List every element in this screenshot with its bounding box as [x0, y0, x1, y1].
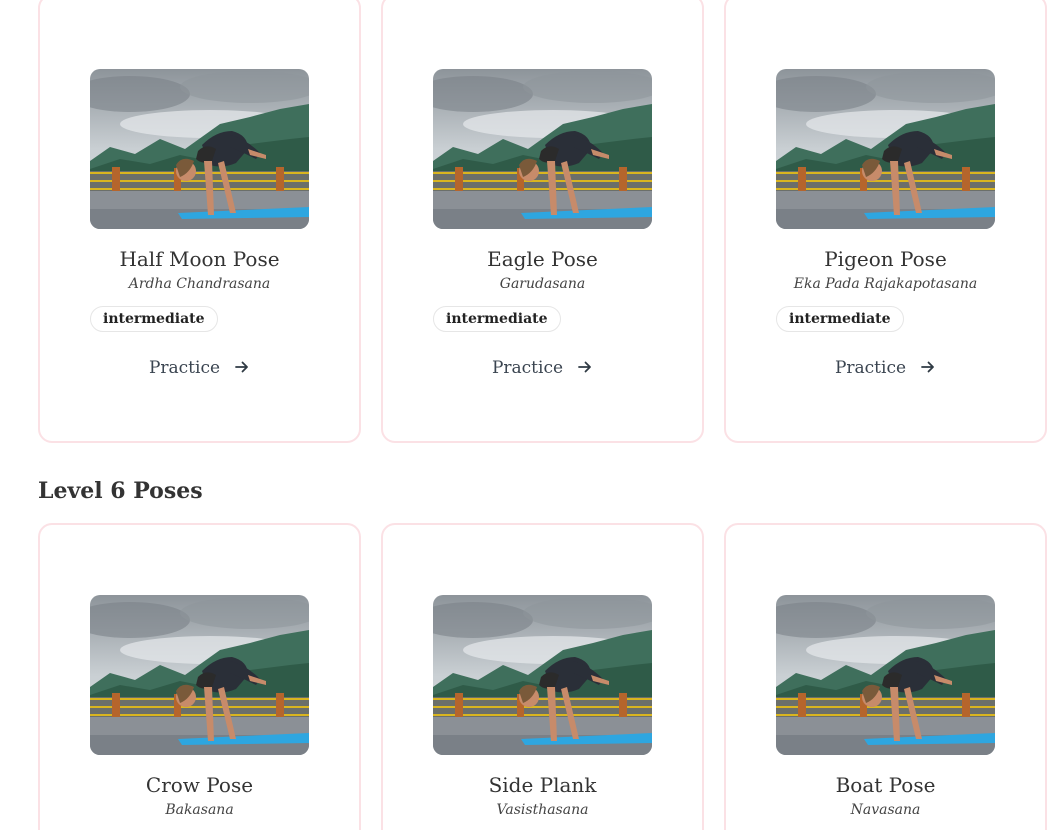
pose-card[interactable]: Boat Pose Navasana: [724, 523, 1047, 830]
pose-card[interactable]: Crow Pose Bakasana: [38, 523, 361, 830]
pose-image: [776, 595, 995, 755]
pose-grid-top: Half Moon Pose Ardha Chandrasana interme…: [38, 0, 1047, 443]
practice-label: Practice: [491, 358, 564, 378]
pose-name: Half Moon Pose: [119, 247, 280, 271]
arrow-right-icon: [577, 359, 593, 380]
section-title: Level 6 Poses: [38, 478, 203, 504]
pose-grid-level-6: Crow Pose Bakasana Side Plank Vasisthasa…: [38, 523, 1047, 830]
pose-image: [90, 595, 309, 755]
pose-card[interactable]: Eagle Pose Garudasana intermediate Pract…: [381, 0, 704, 443]
practice-label: Practice: [834, 358, 907, 378]
pose-sanskrit-name: Ardha Chandrasana: [128, 276, 271, 292]
pose-card[interactable]: Pigeon Pose Eka Pada Rajakapotasana inte…: [724, 0, 1047, 443]
pose-name: Eagle Pose: [487, 247, 598, 271]
pose-name: Crow Pose: [145, 773, 254, 797]
level-badge: intermediate: [90, 306, 218, 332]
pose-name: Boat Pose: [835, 773, 936, 797]
pose-sanskrit-name: Bakasana: [165, 802, 234, 818]
arrow-right-icon: [234, 359, 250, 380]
pose-sanskrit-name: Vasisthasana: [496, 802, 589, 818]
pose-sanskrit-name: Garudasana: [499, 276, 586, 292]
practice-button[interactable]: Practice: [40, 358, 359, 380]
practice-button[interactable]: Practice: [726, 358, 1045, 380]
pose-sanskrit-name: Eka Pada Rajakapotasana: [793, 276, 978, 292]
pose-image: [433, 69, 652, 229]
level-badge: intermediate: [776, 306, 904, 332]
practice-label: Practice: [148, 358, 221, 378]
pose-name: Pigeon Pose: [824, 247, 947, 271]
pose-card[interactable]: Side Plank Vasisthasana: [381, 523, 704, 830]
pose-image: [90, 69, 309, 229]
pose-sanskrit-name: Navasana: [850, 802, 921, 818]
arrow-right-icon: [920, 359, 936, 380]
pose-image: [433, 595, 652, 755]
pose-name: Side Plank: [488, 773, 597, 797]
pose-card[interactable]: Half Moon Pose Ardha Chandrasana interme…: [38, 0, 361, 443]
practice-button[interactable]: Practice: [383, 358, 702, 380]
level-badge: intermediate: [433, 306, 561, 332]
pose-image: [776, 69, 995, 229]
